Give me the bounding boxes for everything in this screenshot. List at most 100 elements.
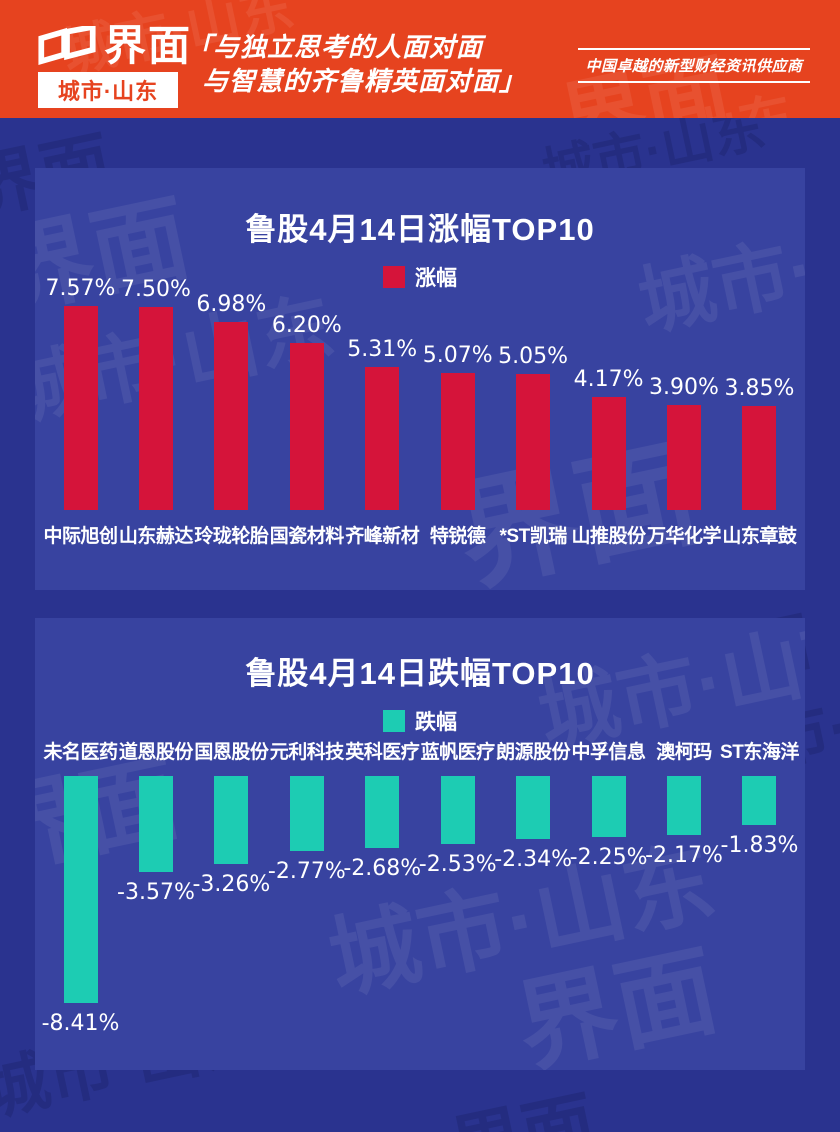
bar-column: 3.90% 万华化学 (647, 375, 722, 550)
legend-losers: 跌幅 (35, 706, 805, 736)
bar-column: ST东海洋 -1.83% (720, 740, 799, 858)
value-label: 5.31% (347, 337, 418, 362)
bar (742, 776, 777, 825)
bar-column: 6.98% 玲珑轮胎 (194, 292, 269, 550)
brand-sub-box: 城市·山东 (38, 72, 178, 108)
bar (214, 322, 249, 510)
legend-label-loss: 跌幅 (415, 711, 457, 734)
bar (289, 343, 324, 510)
value-label: -3.26% (192, 872, 271, 897)
bar (289, 776, 324, 851)
value-label: 7.57% (45, 276, 116, 301)
value-label: 5.05% (498, 344, 569, 369)
category-label: 元利科技 (269, 742, 345, 763)
bar-column: 7.57% 中际旭创 (43, 276, 118, 550)
bar-column: 英科医疗 -2.68% (343, 740, 422, 881)
legend-swatch-loss (383, 710, 405, 732)
jiemian-logo: 界面 城市·山东 (38, 22, 193, 108)
legend-gainers: 涨幅 (35, 262, 805, 292)
category-label: *ST凯瑞 (499, 526, 568, 547)
bar-column: 元利科技 -2.77% (267, 740, 346, 884)
bar-column: 朗源股份 -2.34% (494, 740, 573, 872)
bar (667, 405, 701, 510)
category-label: 齐峰新材 (345, 526, 420, 547)
category-label: 朗源股份 (496, 742, 571, 763)
header-banner: 城市·山东 界面 城市·山东 界面 城市·山东 「与独立思考的人面对面 与智慧的… (0, 0, 840, 118)
category-label: 山推股份 (571, 526, 647, 547)
bar-chart-losers: 未名医药 -8.41% 道恩股份 -3.57% 国恩股份 -3.26% 元利科技 -2.77%… (41, 740, 800, 1036)
slogan: 「与独立思考的人面对面 与智慧的齐鲁精英面对面」 (186, 30, 526, 98)
value-label: -2.25% (569, 845, 648, 870)
value-label: -2.68% (343, 856, 422, 881)
category-label: 山东章鼓 (722, 526, 797, 547)
bar-column: 5.31% 齐峰新材 (345, 337, 420, 550)
value-label: 5.07% (422, 343, 493, 368)
value-label: 3.85% (724, 376, 795, 401)
value-label: 3.90% (649, 375, 719, 400)
bar (365, 776, 400, 848)
value-label: -3.57% (117, 880, 195, 905)
value-label: 4.17% (573, 367, 644, 392)
bar-column: 道恩股份 -3.57% (117, 740, 195, 905)
bar (214, 776, 249, 864)
value-label: -2.53% (418, 852, 497, 877)
bar-column: 中孚信息 -2.25% (569, 740, 648, 870)
bar-column: 蓝帆医疗 -2.53% (418, 740, 497, 877)
bar-column: 6.20% 国瓷材料 (269, 313, 345, 550)
gainers-chart-panel: 界面 城市·山东 城市·山东 界面 鲁股4月14日涨幅TOP10 涨幅 7.57… (35, 168, 805, 590)
bar (516, 776, 551, 839)
category-label: 蓝帆医疗 (420, 742, 496, 763)
value-label: -1.83% (720, 833, 799, 858)
brand-name: 界面 (104, 22, 193, 69)
category-label: 国恩股份 (194, 742, 269, 763)
value-label: 6.20% (271, 313, 342, 338)
bar (440, 373, 475, 510)
category-label: 未名医药 (43, 742, 118, 763)
value-label: -2.77% (267, 859, 346, 884)
category-label: 英科医疗 (345, 742, 420, 763)
legend-swatch-gain (383, 266, 405, 288)
bar (591, 397, 626, 510)
legend-label-gain: 涨幅 (415, 267, 457, 290)
jiemian-logo-icon (38, 26, 96, 66)
bar (440, 776, 475, 844)
bar (63, 776, 98, 1003)
bar (667, 776, 701, 835)
bar (591, 776, 626, 837)
bar-column: 3.85% 山东章鼓 (722, 376, 797, 550)
chart-title-gainers: 鲁股4月14日涨幅TOP10 (245, 212, 595, 247)
value-label: -2.34% (494, 847, 573, 872)
value-label: -2.17% (645, 843, 723, 868)
category-label: 中孚信息 (571, 742, 647, 763)
category-label: 中际旭创 (43, 526, 118, 547)
category-label: 道恩股份 (118, 742, 194, 763)
category-label: 山东赫达 (118, 526, 194, 547)
value-label: 7.50% (120, 277, 191, 302)
bar-column: 5.07% 特锐德 (420, 343, 495, 550)
bar (138, 307, 173, 510)
category-label: 玲珑轮胎 (194, 526, 269, 547)
bar (63, 306, 98, 510)
losers-chart-panel: 城市·山东 界面 城市·山东 界面 鲁股4月14日跌幅TOP10 跌幅 未名医药… (35, 618, 805, 1070)
bar (365, 367, 400, 510)
tagline: 中国卓越的新型财经资讯供应商 (578, 48, 810, 83)
bar-column: 澳柯玛 -2.17% (645, 740, 723, 868)
bar (138, 776, 173, 872)
bar-column: 未名医药 -8.41% (41, 740, 120, 1036)
watermark: 界面 (441, 1064, 604, 1132)
category-label: 国瓷材料 (269, 526, 345, 547)
chart-title-losers: 鲁股4月14日跌幅TOP10 (245, 656, 595, 691)
bar-column: 4.17% 山推股份 (571, 367, 647, 550)
bar-column: 国恩股份 -3.26% (192, 740, 271, 897)
category-label: ST东海洋 (720, 742, 799, 763)
category-label: 特锐德 (429, 526, 486, 547)
slogan-line-1: 「与独立思考的人面对面 (186, 32, 484, 62)
bar-column: 7.50% 山东赫达 (118, 277, 194, 550)
bar-column: 5.05% *ST凯瑞 (496, 344, 571, 550)
value-label: -8.41% (41, 1011, 120, 1036)
category-label: 澳柯玛 (656, 742, 712, 763)
bar (742, 406, 777, 510)
value-label: 6.98% (196, 292, 267, 317)
brand-sub-label: 城市·山东 (57, 79, 159, 104)
